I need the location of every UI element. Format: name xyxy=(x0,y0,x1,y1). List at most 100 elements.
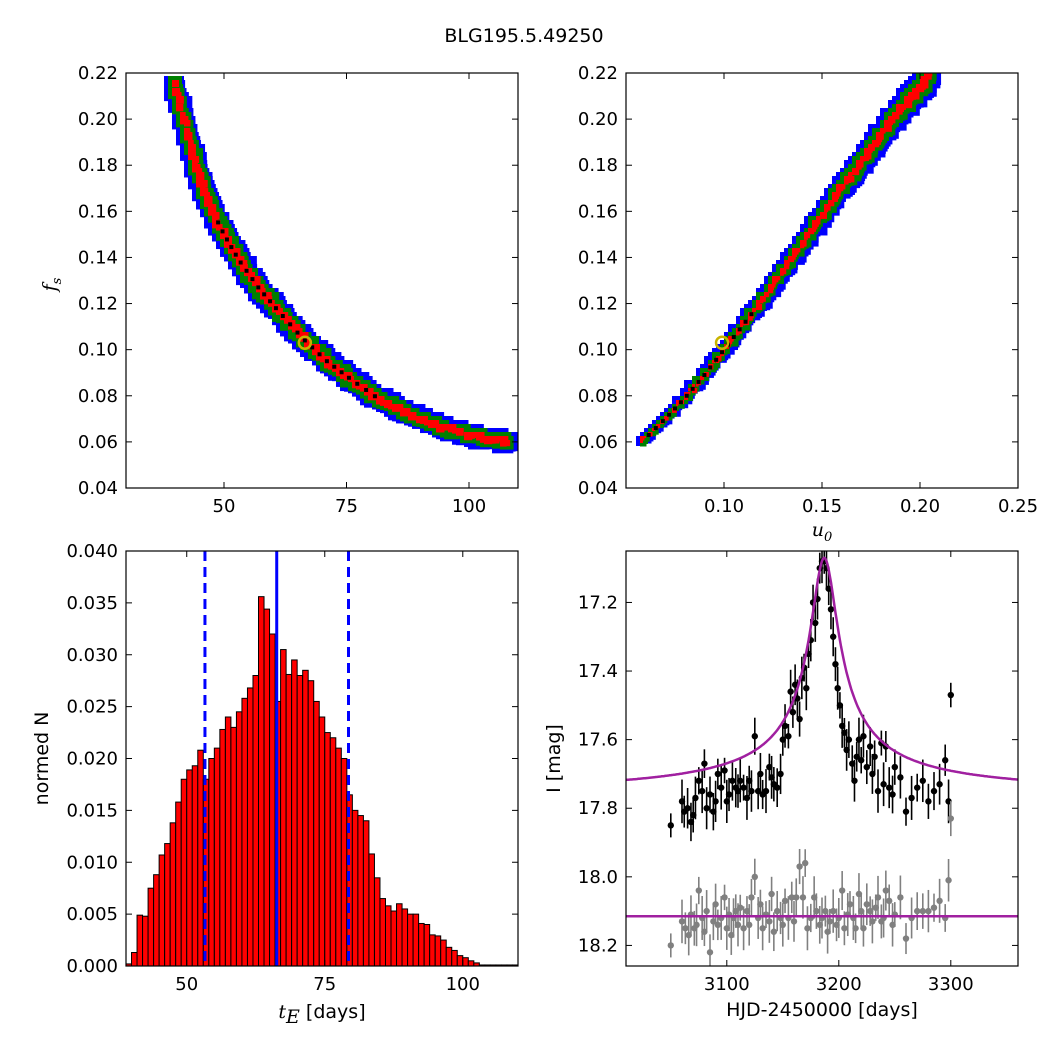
histogram-bar xyxy=(412,913,420,966)
heatmap-cell xyxy=(820,212,826,218)
heatmap-cell xyxy=(684,393,689,398)
histogram-bar xyxy=(335,747,342,966)
data-point xyxy=(925,798,932,805)
histogram-bar xyxy=(401,908,409,966)
data-point xyxy=(693,921,700,929)
heatmap-cell xyxy=(740,320,746,326)
y-tick-label: 0.22 xyxy=(78,63,118,84)
heatmap-cell xyxy=(673,406,677,411)
heatmap-cell xyxy=(432,420,440,428)
y-tick-label: 0.035 xyxy=(66,593,118,614)
data-point xyxy=(846,901,854,908)
data-point xyxy=(770,928,778,935)
heatmap-cell xyxy=(340,372,347,379)
heatmap-cell xyxy=(667,412,672,417)
heatmap-cell xyxy=(856,160,864,168)
histogram-bar xyxy=(390,910,398,966)
x-tick-label: 100 xyxy=(452,496,486,517)
te-histogram-panel: 0.000 0.005 0.010 0.015 0.020 0.025 0.030 0.035… xyxy=(31,541,519,1028)
heatmap-cell xyxy=(792,256,796,260)
histogram-bar xyxy=(379,898,386,966)
heatmap-cell xyxy=(208,208,216,216)
data-point xyxy=(908,794,915,802)
figure-title: BLG195.5.49250 xyxy=(444,25,603,47)
y-tick-label: 18.2 xyxy=(578,935,618,956)
data-point xyxy=(902,808,910,815)
data-point xyxy=(802,859,809,867)
data-point xyxy=(692,794,699,802)
heatmap-cell xyxy=(240,260,248,268)
x-tick-label: 0.20 xyxy=(900,496,940,517)
heatmap-cell xyxy=(768,284,774,290)
heatmap-cell xyxy=(196,176,202,182)
heatmap-cell xyxy=(824,204,831,211)
data-point xyxy=(834,684,841,692)
heatmap-cell xyxy=(828,200,833,205)
x-axis-label: HJD-2450000 [days] xyxy=(726,999,918,1021)
heatmap-cell xyxy=(731,334,736,339)
heatmap-cell xyxy=(188,144,196,152)
heatmap-cell xyxy=(892,112,898,118)
y-tick-label: 0.08 xyxy=(78,386,118,407)
y-tick-label: 0.040 xyxy=(66,541,118,562)
histogram-bar xyxy=(269,633,276,966)
histogram-bar xyxy=(296,675,304,966)
heatmap-cell xyxy=(704,368,712,376)
heatmap-cell xyxy=(295,330,300,335)
data-point xyxy=(729,777,736,784)
y-tick-label: 17.8 xyxy=(578,798,618,819)
histogram-bar xyxy=(191,765,199,966)
y-tick-label: 0.16 xyxy=(78,201,118,222)
heatmap-cell xyxy=(772,284,776,288)
data-point xyxy=(785,733,792,740)
heatmap-cell xyxy=(192,156,200,164)
heatmap-cell xyxy=(444,424,451,431)
heatmap-cell xyxy=(504,440,511,447)
heatmap-cell xyxy=(696,384,699,387)
y-tick-label: 0.04 xyxy=(578,478,618,499)
heatmap-cell xyxy=(656,424,661,429)
histogram-bar xyxy=(147,887,155,966)
heatmap-cell xyxy=(704,372,709,377)
heatmap-cell xyxy=(472,432,478,438)
heatmap-cell xyxy=(876,132,884,140)
data-point xyxy=(936,781,943,788)
heatmap-cell xyxy=(328,364,334,370)
heatmap-cell xyxy=(184,120,191,127)
y-tick-label: 0.020 xyxy=(66,749,118,770)
y-tick-label: 0.015 xyxy=(66,800,118,821)
data-point xyxy=(826,918,834,925)
heatmap-cell xyxy=(748,316,753,321)
heatmap-cell xyxy=(233,252,238,257)
heatmap-cell xyxy=(749,312,754,317)
histogram-bar xyxy=(258,596,265,966)
data-point xyxy=(889,791,896,798)
heatmap-cell xyxy=(456,428,464,436)
heatmap-cell xyxy=(496,436,502,442)
heatmap-cell xyxy=(888,116,896,124)
heatmap-cell xyxy=(664,416,669,421)
y-tick-label: 0.005 xyxy=(66,904,118,925)
data-point xyxy=(945,877,952,884)
heatmap-cell xyxy=(816,216,821,221)
heatmap-cell xyxy=(676,404,679,407)
data-point xyxy=(799,894,807,901)
x-tick-label: 75 xyxy=(313,974,336,995)
heatmap-cell xyxy=(652,428,656,432)
heatmap-cell xyxy=(864,148,871,155)
y-axis-label-sub: s xyxy=(50,277,65,284)
data-point xyxy=(827,606,835,613)
heatmap-cell xyxy=(844,176,852,184)
data-point xyxy=(712,901,719,908)
heatmap-cell xyxy=(640,436,645,441)
histogram-bar xyxy=(462,957,469,966)
heatmap-cell xyxy=(840,184,846,190)
y-axis-label-main: f xyxy=(39,281,61,293)
heatmap-cell xyxy=(250,277,255,282)
heatmap-cell xyxy=(792,248,799,255)
black-confidence-region xyxy=(216,220,377,399)
data-point xyxy=(706,949,714,956)
heatmap-cell xyxy=(737,327,742,332)
best-fit-marker xyxy=(297,335,313,350)
